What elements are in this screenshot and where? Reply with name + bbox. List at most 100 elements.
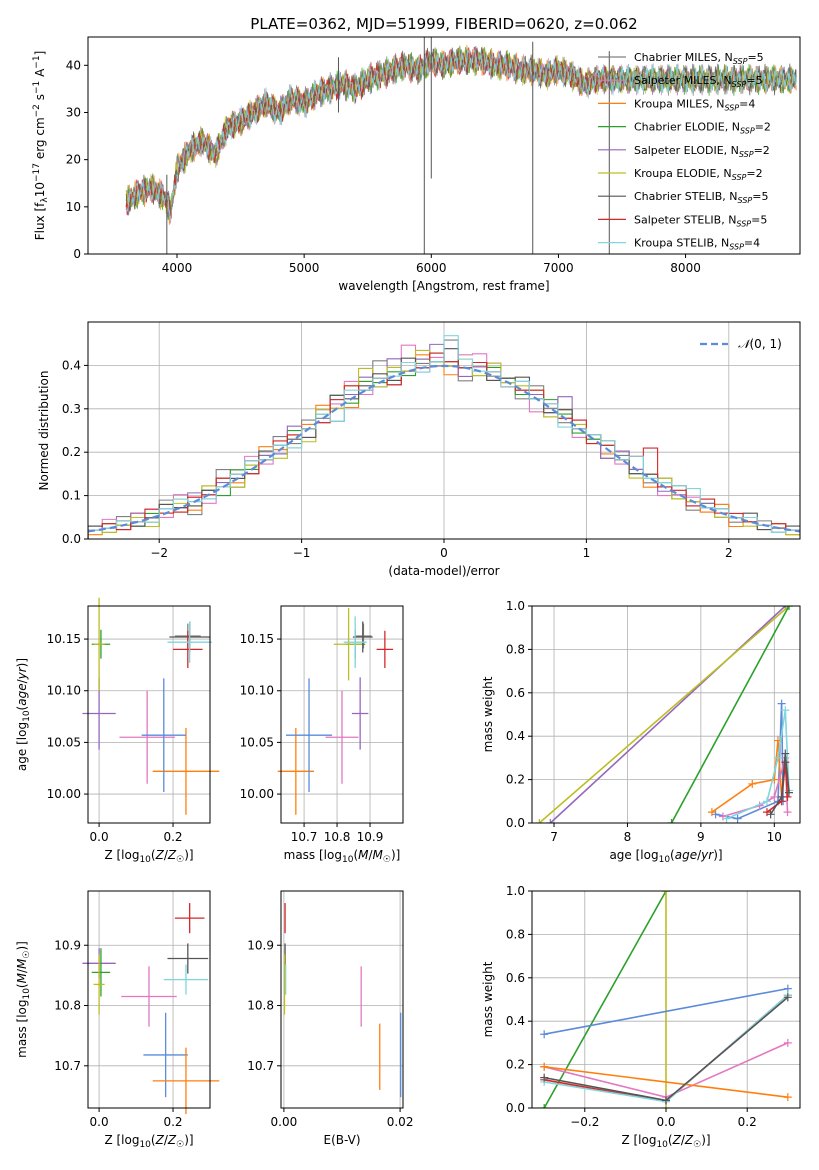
histogram-series [88,335,800,539]
weight-marker [777,792,786,801]
weight-marker [667,819,676,823]
panels: 4000 5000 6000 7000 8000010203040wavelength … [15,36,801,1150]
legend-suffix: =5 [746,74,762,87]
weight-marker [546,819,555,823]
weight-marker [781,749,790,758]
mass-vs-z-panel: 0.0 0.2 10.7 10.8 10.9 Z [log10(Z/Z☉)] mass [l… [15,890,220,1150]
weight-marker [766,810,775,819]
y-axis-label: mass weight [481,961,495,1037]
y-axis-label: age [log10(age/yr)] [15,658,32,771]
weight-series [540,891,670,1108]
data-point [143,1012,188,1098]
x-axis-label: E(B-V) [323,1133,360,1147]
x-tick-label: 0.0 [656,1115,675,1129]
weight-marker [748,779,757,788]
weight-marker [662,1096,670,1105]
axes-frame [87,605,211,824]
legend-suffix: =4 [739,97,755,110]
y-tick-label: 0.0 [62,532,81,546]
y-tick-label: 40 [66,58,81,72]
legend: Chabrier MILES, NSSP=5 Salpeter MILES, NS… [598,51,771,252]
histogram-panel: −2 −1 0 1 2 0.0 0.1 0.2 0.3 0.4 𝒩(0, 1) (data-model… [37,321,801,578]
weight-series [535,606,793,823]
plot-area [125,37,797,254]
legend-suffix: =5 [751,213,767,226]
x-tick-label: 8000 [670,261,701,275]
x-tick-label: 10.9 [357,830,384,844]
age-vs-z-panel: 0.0 0.2 10.00 10.05 10.10 10.15 Z [log10(Z/Z☉)… [15,597,220,865]
x-tick-label: 0.2 [738,1115,757,1129]
data-point [167,943,209,974]
data-point [376,630,394,668]
x-tick-label: 4000 [162,261,193,275]
weight-marker [783,808,792,817]
x-tick-label: 0.0 [90,830,109,844]
weight-line [715,703,784,820]
plot-area [88,335,800,539]
y-tick-label: 0.6 [506,971,525,985]
plot-area [535,606,793,823]
y-tick-label: 10.00 [47,787,81,801]
data-point [119,690,175,784]
weight-marker [770,792,779,801]
x-tick-label: 0.0 [90,1115,109,1129]
axes-frame [87,36,801,255]
legend-subscript: SSP [732,173,747,182]
x-tick-label: 0.2 [163,1115,182,1129]
x-tick-label: 0.02 [387,1115,414,1129]
x-axis-label: Z [log10(Z/Z☉)] [621,1133,710,1150]
weight-marker [733,814,742,823]
data-point [141,678,186,792]
data-point [167,621,212,663]
data-point [121,966,177,1027]
weight-marker [773,753,782,762]
plot-area [82,903,220,1115]
age-vs-mass-panel: 10.7 10.8 10.9 10.00 10.05 10.10 10.15 mass [lo… [240,605,404,865]
y-tick-label: 10.05 [240,735,274,749]
data-point [343,616,367,668]
x-axis-label: Z [log10(Z/Z☉)] [104,1133,193,1150]
weight-series [662,891,670,1108]
y-tick-label: 0.1 [62,489,81,503]
y-tick-label: 1.0 [506,599,525,613]
legend-label: Chabrier MILES, NSSP=5 [634,51,764,66]
y-tick-label: 10.00 [240,787,274,801]
figure-title: PLATE=0362, MJD=51999, FIBERID=0620, z=0… [250,15,637,33]
weight-line [549,606,786,823]
weight-marker [718,812,727,821]
spectrum-panel: 4000 5000 6000 7000 8000 0 10 20 30 40 wavelength … [32,36,801,293]
weight-marker [762,797,771,806]
axes-frame [531,605,801,824]
legend-label: Chabrier STELIB, NSSP=5 [634,190,768,205]
plot-area [540,891,792,1108]
x-tick-label: 8 [624,830,632,844]
weight-series [540,993,792,1105]
weight-line [769,753,790,815]
data-point [352,621,373,653]
weight-line [670,606,790,823]
legend-label: Salpeter MILES, NSSP=5 [634,74,763,89]
data-point [173,630,203,668]
weight-marker [783,1038,792,1047]
x-tick-label: 6000 [416,261,447,275]
weight-marker [722,814,731,823]
x-tick-label: 5000 [289,261,320,275]
mass-vs-ebv-panel: 0.00 0.02 10.7 10.8 10.9 E(B-V) [247,890,414,1147]
y-tick-label: 10.05 [47,735,81,749]
y-axis-label: Flux [fλ10−17 erg cm−2 s−1 A−1] [32,51,50,241]
data-point [163,964,209,995]
weight-marker [783,1093,792,1102]
legend-label: Kroupa ELODIE, NSSP=2 [634,167,763,182]
x-tick-label: 10 [767,830,782,844]
x-tick-label: 0 [440,546,448,560]
legend-label: Salpeter STELIB, NSSP=5 [634,213,767,228]
legend-subscript: SSP [729,243,744,252]
weight-marker [540,1030,549,1039]
y-tick-label: 0.2 [506,1058,525,1072]
data-point [174,903,205,934]
axes-frame [87,321,801,540]
y-tick-label: 0.2 [506,773,525,787]
weight-series [546,606,790,823]
weight-marker [662,891,670,895]
